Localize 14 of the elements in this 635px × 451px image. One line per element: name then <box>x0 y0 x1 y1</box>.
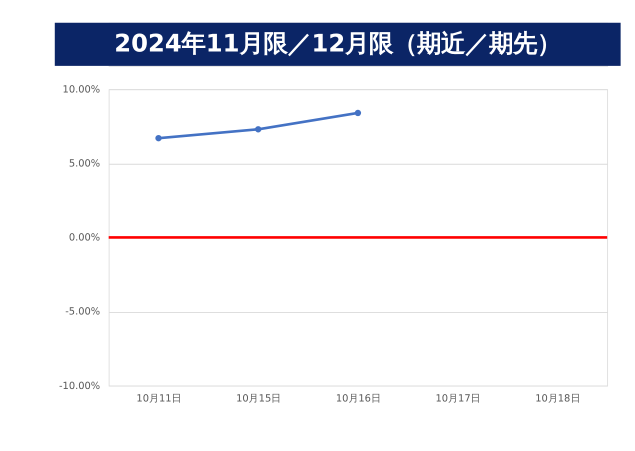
x-tick-label: 10月18日 <box>535 393 580 404</box>
y-tick-label: 0.00% <box>68 232 100 244</box>
y-tick-label: 5.00% <box>68 158 100 170</box>
point <box>255 126 262 132</box>
y-tick-label: 10.00% <box>62 84 100 96</box>
point <box>155 134 162 142</box>
x-tick-label: 10月16日 <box>336 393 381 404</box>
x-tick-label: 10月15日 <box>236 393 282 404</box>
y-tick-label: -10.00% <box>58 380 100 392</box>
x-tick-label: 10月17日 <box>436 393 481 404</box>
x-tick-label: 10月11日 <box>136 393 182 404</box>
point <box>354 110 362 116</box>
chart-title: 2024年11月限／12月限（期近／期先） <box>114 28 562 58</box>
y-tick-label: -5.00% <box>65 306 100 318</box>
